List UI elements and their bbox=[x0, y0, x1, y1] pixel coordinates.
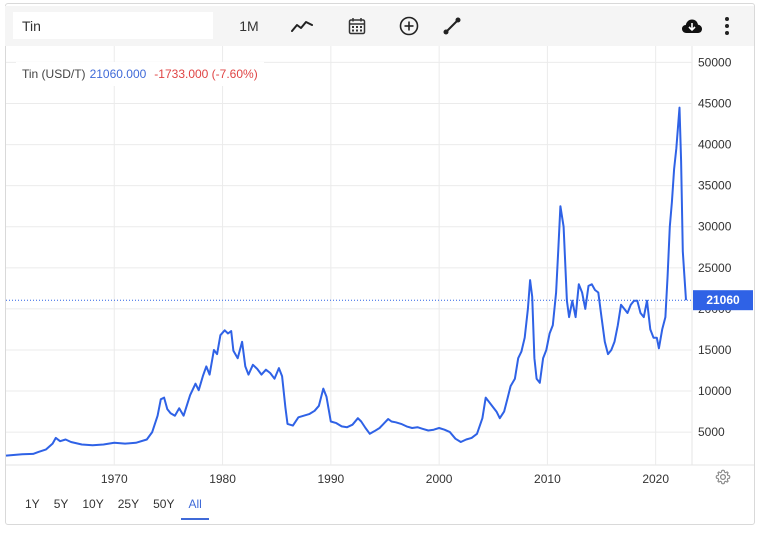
calendar-icon bbox=[348, 18, 366, 35]
range-selector: 1Y 5Y 10Y 25Y 50Y All bbox=[18, 490, 210, 520]
toolbar: 1M bbox=[5, 6, 754, 46]
quote-summary: Tin (USD/T) 21060.000 -1733.000 (-7.60%) bbox=[16, 62, 264, 86]
calendar-button[interactable] bbox=[342, 6, 372, 46]
y-tick-label: 45000 bbox=[698, 97, 732, 111]
draw-line-icon bbox=[443, 17, 461, 35]
gear-icon[interactable] bbox=[715, 469, 731, 485]
y-tick-label: 40000 bbox=[698, 138, 732, 152]
last-price: 21060.000 bbox=[89, 67, 147, 81]
trend-line-icon bbox=[291, 21, 313, 32]
draw-button[interactable] bbox=[437, 6, 467, 46]
x-tick-label: 2010 bbox=[534, 472, 561, 486]
cloud-download-icon bbox=[682, 19, 702, 33]
series-line bbox=[5, 106, 687, 457]
interval-button[interactable]: 1M bbox=[231, 6, 267, 46]
interval-label: 1M bbox=[239, 18, 259, 34]
y-tick-label: 5000 bbox=[698, 425, 725, 439]
price-change: -1733.000 (-7.60%) bbox=[154, 67, 258, 81]
more-vertical-icon bbox=[725, 17, 729, 35]
x-tick-label: 1980 bbox=[209, 472, 236, 486]
x-tick-label: 1970 bbox=[101, 472, 128, 486]
chart-frame bbox=[5, 3, 755, 525]
y-tick-label: 10000 bbox=[698, 384, 732, 398]
download-button[interactable] bbox=[677, 6, 707, 46]
y-tick-label: 25000 bbox=[698, 261, 732, 275]
x-tick-label: 2000 bbox=[426, 472, 453, 486]
current-price-label: 21060 bbox=[706, 293, 740, 307]
current-price-marker bbox=[693, 290, 753, 311]
range-button-10y[interactable]: 10Y bbox=[82, 497, 104, 511]
x-tick-label: 2020 bbox=[642, 472, 669, 486]
compare-button[interactable] bbox=[394, 6, 424, 46]
range-button-5y[interactable]: 5Y bbox=[53, 497, 69, 511]
more-button[interactable] bbox=[717, 6, 737, 46]
y-tick-label: 30000 bbox=[698, 220, 732, 234]
y-tick-label: 15000 bbox=[698, 343, 732, 357]
x-tick-label: 1990 bbox=[317, 472, 344, 486]
plus-circle-icon bbox=[399, 16, 419, 36]
range-button-all[interactable]: All bbox=[181, 490, 210, 520]
instrument-name: Tin (USD/T) bbox=[22, 67, 86, 81]
range-button-25y[interactable]: 25Y bbox=[117, 497, 140, 511]
range-button-1y[interactable]: 1Y bbox=[25, 497, 40, 511]
range-button-50y[interactable]: 50Y bbox=[153, 497, 175, 511]
indicator-button[interactable] bbox=[287, 6, 317, 46]
search-input[interactable] bbox=[13, 12, 213, 39]
y-tick-label: 35000 bbox=[698, 179, 732, 193]
y-tick-label: 50000 bbox=[698, 55, 732, 69]
